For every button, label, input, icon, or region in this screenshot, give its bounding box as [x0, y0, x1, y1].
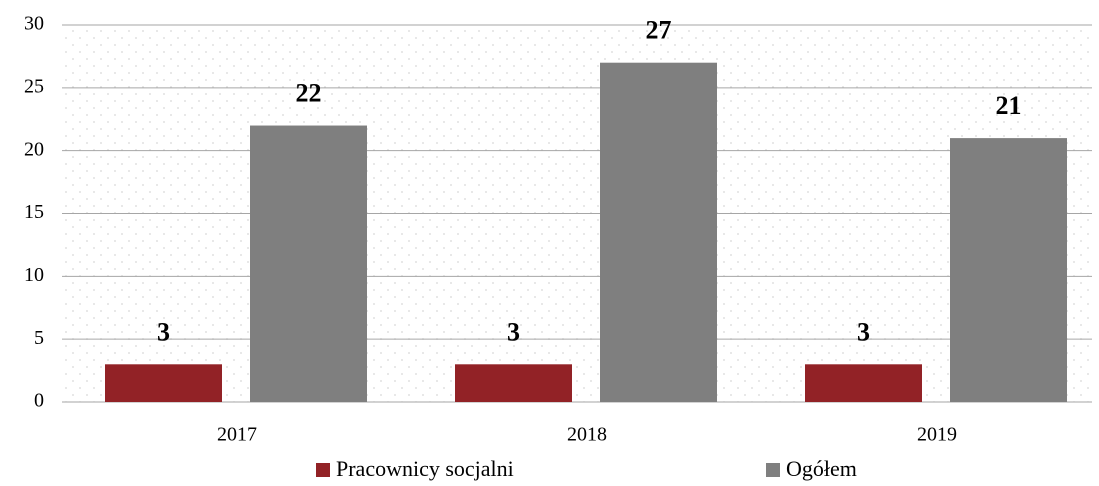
legend-swatch	[316, 463, 330, 477]
bar	[805, 364, 922, 402]
y-tick-label: 5	[34, 327, 44, 349]
x-tick-label: 2017	[217, 424, 257, 446]
value-label: 27	[646, 16, 672, 45]
value-label: 21	[996, 91, 1022, 120]
value-label: 3	[157, 317, 170, 346]
value-label: 3	[857, 317, 870, 346]
bar	[950, 138, 1067, 402]
x-tick-label: 2019	[917, 424, 957, 446]
y-tick-label: 30	[24, 13, 44, 35]
y-tick-label: 15	[24, 201, 44, 223]
bar	[600, 62, 717, 402]
legend-swatch	[766, 463, 780, 477]
legend-label: Ogółem	[786, 456, 857, 481]
bar	[455, 364, 572, 402]
y-tick-label: 25	[24, 75, 44, 97]
legend-label: Pracownicy socjalni	[336, 456, 514, 481]
x-tick-label: 2018	[567, 424, 607, 446]
y-tick-label: 0	[34, 390, 44, 412]
bar	[105, 364, 222, 402]
bar	[250, 125, 367, 403]
y-tick-label: 20	[24, 138, 44, 160]
y-tick-label: 10	[24, 264, 44, 286]
value-label: 22	[296, 79, 322, 108]
value-label: 3	[507, 317, 520, 346]
